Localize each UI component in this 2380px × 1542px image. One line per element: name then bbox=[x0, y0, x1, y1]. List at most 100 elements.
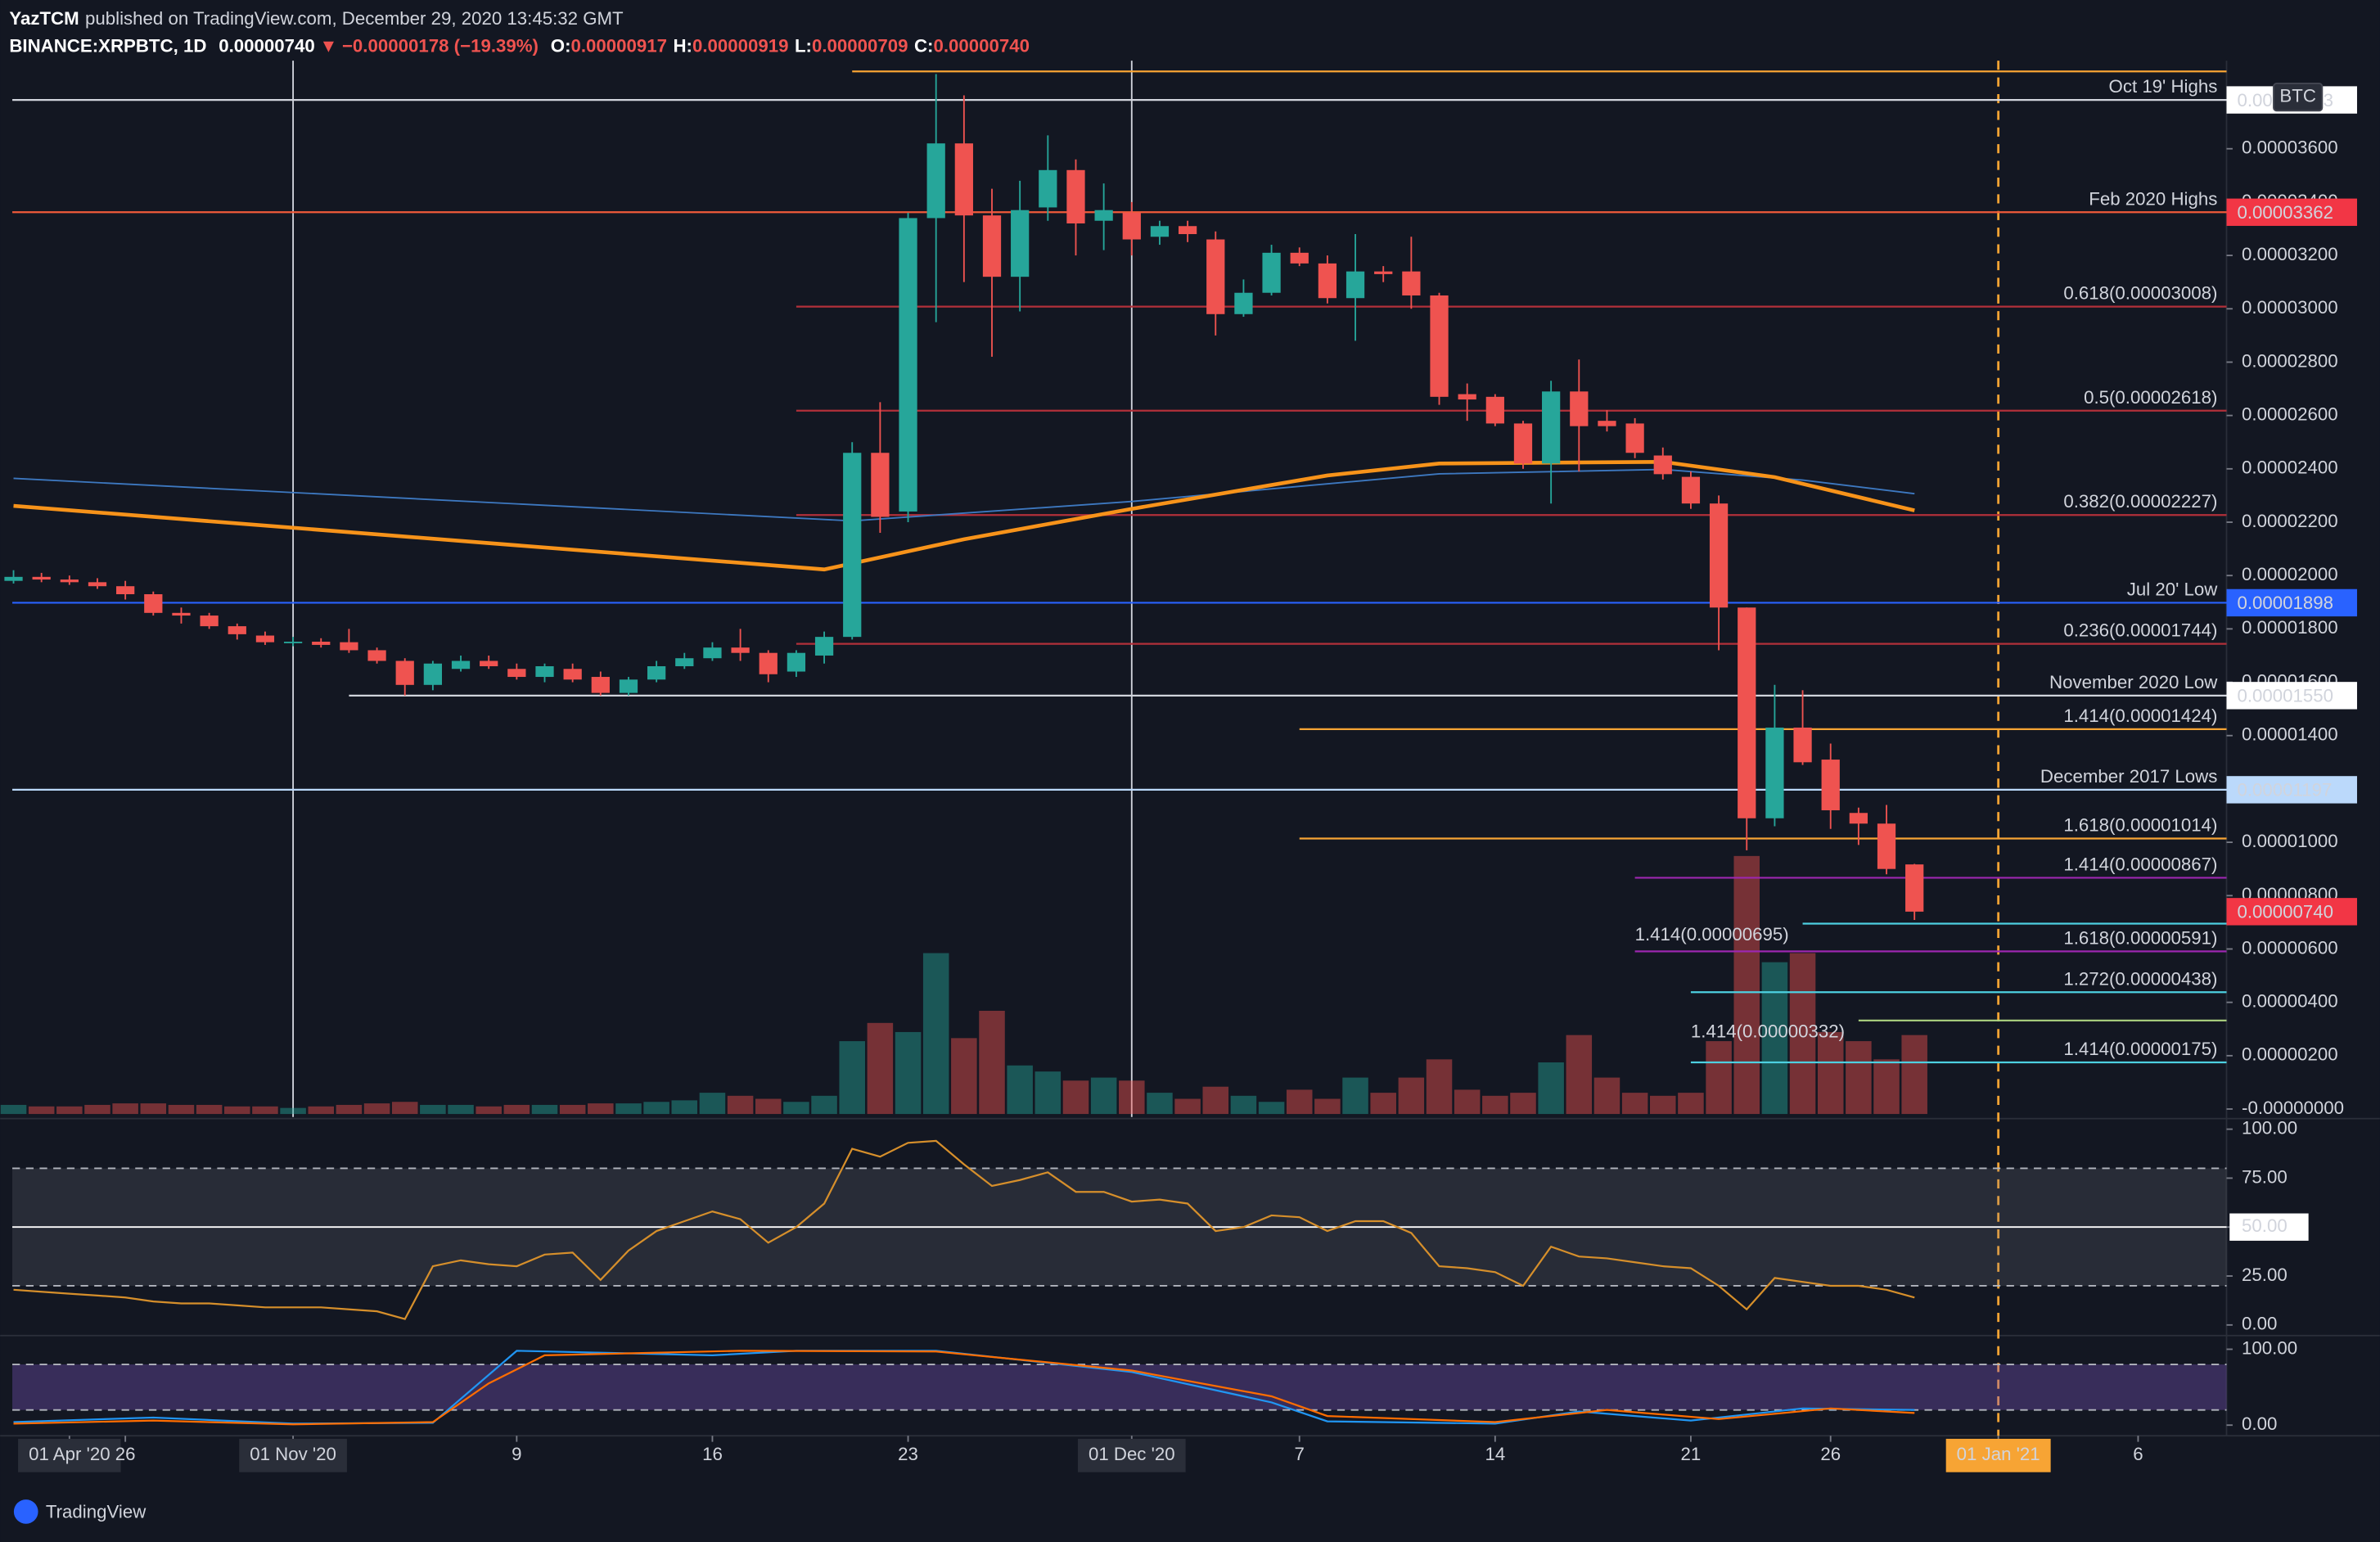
candle-body bbox=[1234, 292, 1253, 314]
level-label: Oct 19' Highs bbox=[2109, 76, 2218, 97]
candle-body bbox=[1318, 263, 1337, 299]
y-tick-label: 0.00 bbox=[2242, 1314, 2277, 1334]
volume-bar bbox=[56, 1106, 83, 1115]
candle-body bbox=[60, 579, 79, 583]
candle-body bbox=[32, 576, 51, 580]
currency-label: BTC bbox=[2279, 86, 2316, 106]
y-tick-label: 75.00 bbox=[2242, 1166, 2288, 1187]
candle-body bbox=[619, 679, 638, 693]
last-price: 0.00000740 bbox=[219, 35, 315, 56]
y-tick-label: 0.00002400 bbox=[2242, 458, 2338, 478]
y-tick-label: 0.00000600 bbox=[2242, 937, 2338, 958]
candle-body bbox=[255, 635, 275, 642]
y-tick-label: 0.00002000 bbox=[2242, 564, 2338, 584]
candle-body bbox=[1094, 210, 1113, 221]
level-label: Feb 2020 Highs bbox=[2089, 188, 2217, 209]
candle-body bbox=[1738, 607, 1756, 818]
volume-bar bbox=[1202, 1086, 1229, 1115]
candle-body bbox=[116, 586, 135, 594]
volume-bar bbox=[643, 1102, 669, 1115]
volume-bar bbox=[168, 1104, 195, 1115]
candle-body bbox=[759, 652, 778, 674]
y-tick-label: 0.00002800 bbox=[2242, 350, 2338, 371]
y-tick-label: 0.00000200 bbox=[2242, 1044, 2338, 1065]
volume-bar bbox=[1062, 1080, 1089, 1115]
published: published on TradingView.com, December 2… bbox=[85, 8, 624, 29]
volume-bar bbox=[1119, 1080, 1145, 1115]
volume-bar bbox=[1090, 1077, 1117, 1115]
logo-icon bbox=[13, 1499, 38, 1524]
candle-body bbox=[423, 663, 443, 685]
volume-bar bbox=[1650, 1095, 1676, 1115]
volume-bar bbox=[140, 1103, 167, 1115]
volume-bar bbox=[922, 953, 949, 1115]
x-tick-label: 01 Jan '21 bbox=[1957, 1444, 2040, 1464]
volume-bar bbox=[28, 1106, 55, 1115]
level-label: 1.414(0.00000695) bbox=[1635, 924, 1789, 945]
ohlc-label: C: bbox=[914, 35, 933, 56]
price-box bbox=[2226, 198, 2357, 226]
candle-body bbox=[1039, 169, 1057, 208]
volume-bar bbox=[1733, 855, 1760, 1115]
indicator-line bbox=[13, 1139, 1915, 1320]
indicator-band bbox=[12, 1364, 2227, 1410]
candle-body bbox=[591, 677, 610, 693]
level-label: 1.618(0.00000591) bbox=[2063, 927, 2217, 948]
y-tick-label: 0.00002200 bbox=[2242, 511, 2338, 531]
x-tick-box bbox=[1945, 1438, 2051, 1472]
author: YazTCM bbox=[9, 8, 79, 29]
candle-body bbox=[1598, 421, 1616, 426]
change: −0.00000178 (−19.39%) bbox=[342, 35, 539, 56]
moving-average bbox=[13, 459, 1915, 572]
volume-bar bbox=[1817, 1031, 1844, 1115]
volume-bar bbox=[1342, 1077, 1368, 1115]
candle-body bbox=[451, 661, 471, 670]
level-label: 1.618(0.00001014) bbox=[2063, 815, 2217, 836]
x-tick-label: 9 bbox=[512, 1444, 521, 1464]
volume-bar bbox=[588, 1103, 614, 1115]
candle-body bbox=[1849, 813, 1868, 824]
volume-bar bbox=[951, 1038, 977, 1115]
volume-bar bbox=[1286, 1089, 1313, 1115]
candle-body bbox=[200, 615, 219, 627]
volume-bar bbox=[1566, 1035, 1593, 1115]
x-tick-label: 14 bbox=[1485, 1444, 1505, 1464]
x-tick-label: 01 Nov '20 bbox=[250, 1444, 336, 1464]
y-tick-label: 0.00001000 bbox=[2242, 831, 2338, 851]
candle-body bbox=[563, 669, 582, 680]
volume-bar bbox=[448, 1104, 474, 1115]
volume-bar bbox=[336, 1104, 363, 1115]
volume-bar bbox=[783, 1102, 809, 1115]
volume-bar bbox=[0, 1104, 27, 1115]
candle-body bbox=[4, 576, 23, 581]
x-tick-box bbox=[18, 1438, 121, 1472]
candle-body bbox=[1681, 476, 1701, 504]
candle-body bbox=[814, 637, 834, 656]
volume-bar bbox=[503, 1104, 530, 1115]
level-label: 1.414(0.00000332) bbox=[1691, 1021, 1845, 1042]
volume-bar bbox=[1873, 1059, 1900, 1115]
volume-bar bbox=[1007, 1065, 1033, 1115]
logo: TradingView bbox=[13, 1499, 146, 1524]
level-label: 1.414(0.00000175) bbox=[2063, 1039, 2217, 1059]
x-tick-label: 7 bbox=[1295, 1444, 1305, 1464]
volume-bar bbox=[1398, 1077, 1425, 1115]
volume-bar bbox=[1482, 1095, 1508, 1115]
candle-body bbox=[787, 652, 806, 672]
volume-bar bbox=[895, 1031, 922, 1115]
candle-body bbox=[982, 215, 1002, 277]
volume-bar bbox=[112, 1103, 138, 1115]
candle-body bbox=[1122, 212, 1141, 240]
level-label: December 2017 Lows bbox=[2040, 766, 2217, 787]
candle-body bbox=[1653, 455, 1672, 475]
ohlc-label: H: bbox=[673, 35, 692, 56]
volume-bar bbox=[867, 1022, 894, 1115]
volume-bar bbox=[280, 1107, 306, 1115]
volume-bar bbox=[559, 1104, 586, 1115]
y-tick-label: 0.00000400 bbox=[2242, 991, 2338, 1012]
candle-body bbox=[1066, 169, 1085, 223]
symbol-line: BINANCE:XRPBTC, 1D 0.00000740 ▼ −0.00000178… bbox=[9, 35, 1030, 56]
y-tick-label: 100.00 bbox=[2242, 1337, 2297, 1358]
ohlc-value: 0.00000919 bbox=[692, 35, 789, 56]
candle-body bbox=[1150, 226, 1170, 237]
